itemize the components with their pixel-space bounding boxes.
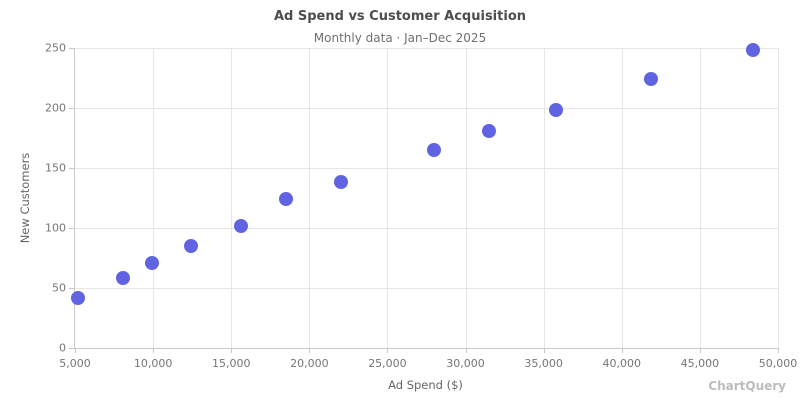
- v-gridline: [621, 48, 623, 348]
- x-tick-label: 50,000: [758, 357, 798, 370]
- y-tick-label: 250: [45, 41, 66, 55]
- x-tick-label: 10,000: [133, 357, 173, 370]
- v-gridline: [699, 48, 701, 348]
- data-point[interactable]: [549, 103, 564, 118]
- data-point[interactable]: [278, 192, 293, 207]
- data-point[interactable]: [183, 239, 198, 253]
- x-axis-tick: [699, 348, 701, 353]
- x-axis-tick: [465, 348, 467, 353]
- x-axis-tick: [309, 348, 311, 353]
- x-axis-title: Ad Spend ($): [388, 378, 463, 392]
- x-axis-tick: [621, 348, 623, 353]
- y-axis-tick: [69, 348, 75, 349]
- data-point[interactable]: [427, 143, 442, 157]
- y-axis-tick: [69, 48, 75, 49]
- h-gridline: [75, 108, 778, 109]
- data-point[interactable]: [481, 123, 496, 138]
- data-point[interactable]: [233, 218, 248, 233]
- h-gridline: [75, 228, 778, 229]
- y-tick-label: 0: [59, 341, 66, 355]
- data-point[interactable]: [644, 72, 659, 87]
- y-axis-title: New Customers: [18, 152, 32, 244]
- y-axis-tick: [69, 288, 75, 289]
- data-point[interactable]: [746, 43, 760, 58]
- x-axis-tick: [153, 348, 155, 353]
- watermark: ChartQuery: [708, 379, 786, 393]
- chart-title: Ad Spend vs Customer Acquisition: [273, 9, 526, 24]
- data-point[interactable]: [71, 290, 86, 305]
- data-point[interactable]: [116, 271, 131, 286]
- y-axis-tick: [69, 168, 75, 169]
- x-tick-label: 45,000: [680, 357, 720, 370]
- h-gridline: [75, 168, 778, 169]
- y-tick-label: 150: [45, 161, 66, 175]
- x-tick-label: 25,000: [368, 357, 407, 370]
- x-tick-label: 20,000: [290, 357, 329, 370]
- data-point[interactable]: [144, 255, 159, 270]
- x-axis-tick: [231, 348, 233, 353]
- v-gridline: [778, 48, 779, 348]
- y-axis-tick: [69, 108, 75, 109]
- x-tick-label: 35,000: [524, 357, 563, 370]
- x-tick-label: 30,000: [446, 357, 485, 370]
- v-gridline: [231, 48, 233, 348]
- chart-subtitle: Monthly data · Jan–Dec 2025: [313, 31, 487, 45]
- y-tick-label: 200: [45, 101, 66, 115]
- y-axis-tick: [69, 228, 75, 229]
- v-gridline: [153, 48, 155, 348]
- x-tick-label: 5,000: [59, 357, 91, 370]
- x-axis-tick: [543, 348, 545, 353]
- plot-area: 5,000 10,000 15,000 20,000 25,000 30,000 35,00…: [45, 42, 797, 371]
- x-axis-tick: [387, 348, 389, 353]
- v-gridline: [387, 48, 389, 348]
- h-gridline: [75, 288, 778, 289]
- v-gridline: [543, 48, 545, 348]
- v-gridline: [465, 48, 467, 348]
- data-point[interactable]: [333, 175, 348, 190]
- h-gridline: [75, 48, 778, 49]
- x-axis-tick: [778, 348, 779, 353]
- x-tick-label: 15,000: [211, 357, 251, 370]
- v-gridline: [309, 48, 311, 348]
- y-tick-label: 100: [45, 221, 66, 235]
- y-tick-label: 50: [52, 281, 66, 295]
- x-axis-tick: [75, 348, 76, 353]
- x-tick-label: 40,000: [602, 357, 642, 370]
